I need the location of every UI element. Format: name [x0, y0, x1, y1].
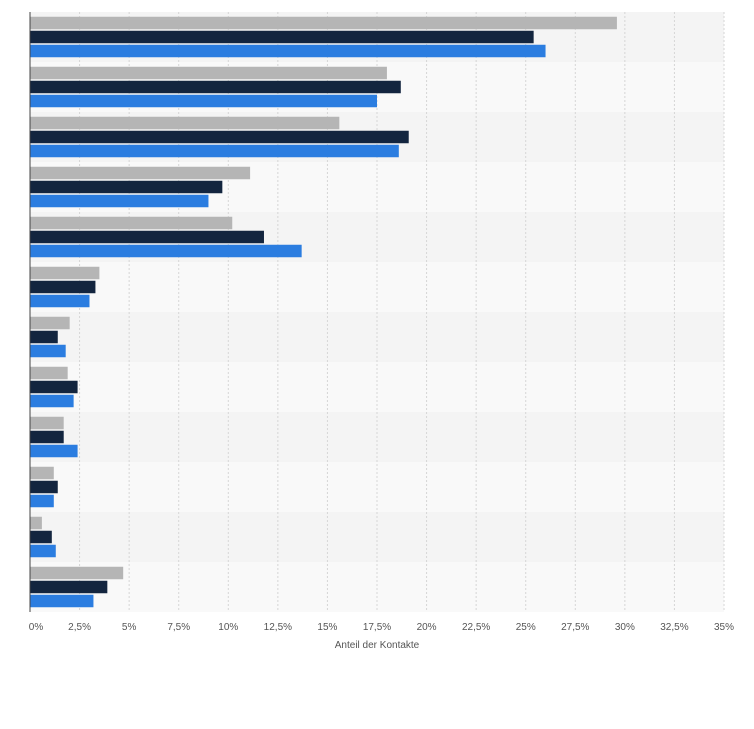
bar [30, 444, 78, 458]
x-tick-label: 20% [417, 622, 437, 633]
bar [30, 194, 209, 208]
x-tick-label: 25% [516, 622, 536, 633]
bar [30, 594, 94, 608]
bar [30, 130, 409, 144]
category-band [30, 462, 724, 512]
bar [30, 494, 54, 508]
bar [30, 380, 78, 394]
bar [30, 166, 251, 180]
bar [30, 144, 399, 158]
bar [30, 416, 64, 430]
x-tick-label: 27,5% [561, 622, 589, 633]
bar [30, 266, 100, 280]
bar [30, 244, 302, 258]
x-tick-label: 0% [29, 622, 44, 633]
bar [30, 294, 90, 308]
bar [30, 16, 617, 30]
category-band [30, 562, 724, 612]
bar [30, 316, 70, 330]
x-tick-label: 7,5% [167, 622, 190, 633]
bar [30, 480, 58, 494]
bar [30, 544, 56, 558]
x-tick-label: 35% [714, 622, 734, 633]
bar [30, 66, 387, 80]
bar [30, 330, 58, 344]
bar [30, 344, 66, 358]
bar [30, 44, 546, 58]
x-tick-label: 30% [615, 622, 635, 633]
bar [30, 30, 534, 44]
bar [30, 180, 223, 194]
bars [30, 16, 617, 608]
bar [30, 230, 264, 244]
bar [30, 80, 401, 94]
x-tick-label: 15% [317, 622, 337, 633]
bar [30, 566, 124, 580]
bar [30, 394, 74, 408]
x-axis-title: Anteil der Kontakte [335, 640, 420, 651]
grid-lines [79, 12, 725, 612]
bar [30, 216, 233, 230]
bar [30, 530, 52, 544]
x-tick-label: 22,5% [462, 622, 490, 633]
bar [30, 466, 54, 480]
bar [30, 366, 68, 380]
bar [30, 430, 64, 444]
bar [30, 516, 42, 530]
bar [30, 116, 340, 130]
category-band [30, 262, 724, 312]
x-tick-label: 12,5% [264, 622, 292, 633]
x-tick-labels: 0% 2,5% 5% 7,5% 10% 12,5% 15% 17,5% 20% 22,5% 25% 2… [29, 622, 734, 633]
bar [30, 94, 377, 108]
bar [30, 280, 96, 294]
category-band [30, 362, 724, 412]
x-tick-label: 32,5% [660, 622, 688, 633]
bar [30, 580, 108, 594]
x-tick-label: 10% [218, 622, 238, 633]
x-tick-label: 2,5% [68, 622, 91, 633]
x-tick-label: 17,5% [363, 622, 391, 633]
x-tick-label: 5% [122, 622, 137, 633]
